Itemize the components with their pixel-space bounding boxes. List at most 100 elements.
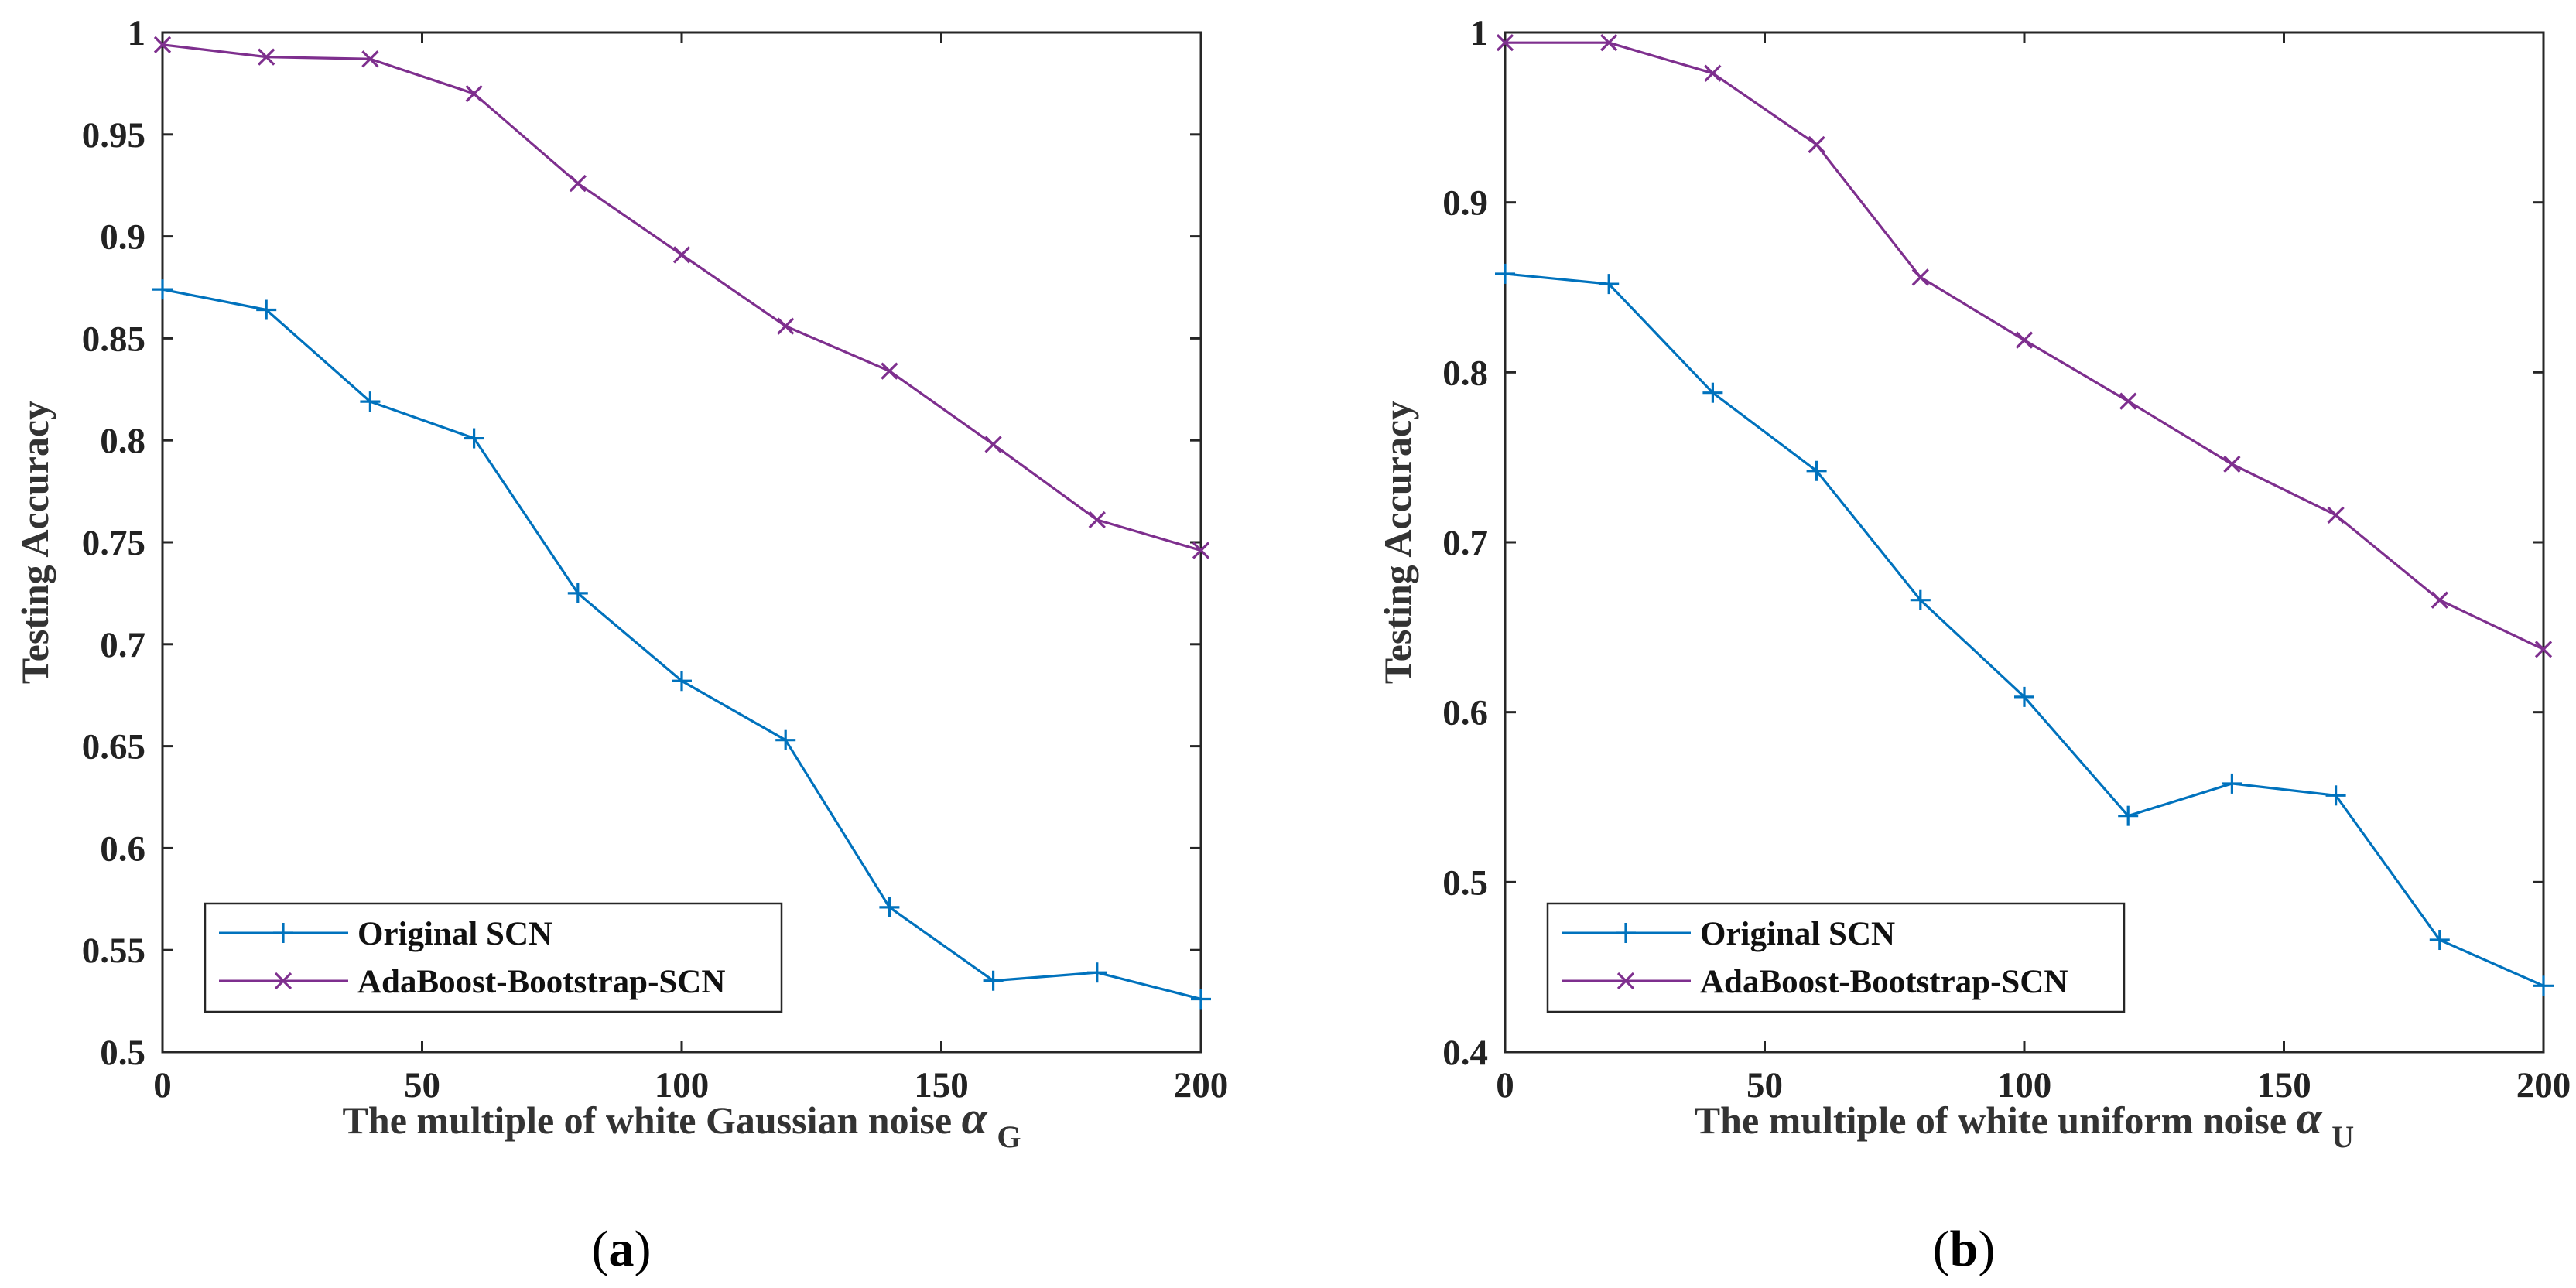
ytick-label-b: 1 [1470,13,1489,53]
xtick-label-a: 200 [1174,1065,1229,1105]
data-point-original-b [1702,382,1723,403]
legend-marker-adaboost-a-d2 [274,972,292,990]
data-point-original-a [1086,962,1107,983]
data-point-adaboost-b-d2 [2015,331,2034,349]
data-point-adaboost-b [1911,268,1929,286]
legend-marker-adaboost-b [1616,972,1635,990]
data-point-adaboost-a-d2 [777,317,795,335]
data-point-adaboost-b [2431,591,2448,609]
legend-label-adaboost-a: AdaBoost-Bootstrap-SCN [357,964,725,1000]
data-point-original-a [983,970,1004,991]
data-point-adaboost-b [2223,455,2241,473]
ytick-label-b: 0.4 [1442,1033,1488,1073]
data-point-original-b [1910,589,1931,610]
data-point-adaboost-b [2119,392,2137,410]
data-point-adaboost-a-d2 [361,50,379,68]
data-point-adaboost-b [1496,34,1514,52]
data-point-original-b [2325,785,2346,806]
xtick-label-b: 0 [1496,1065,1514,1105]
xtick-label-a: 150 [914,1065,969,1105]
ytick-label-a: 0.9 [100,217,145,258]
data-point-original-b [2533,975,2554,996]
data-point-original-b [2014,686,2034,707]
data-point-adaboost-a [258,48,275,66]
data-point-original-b [2429,930,2450,951]
data-point-original-a [879,897,900,917]
xlabel-subscript-b: U [2331,1119,2354,1154]
data-point-adaboost-a-d2 [984,436,1002,453]
data-point-adaboost-b-d2 [1808,135,1825,154]
ytick-label-b: 0.9 [1442,183,1488,224]
legend-label-adaboost-b: AdaBoost-Bootstrap-SCN [1700,964,2068,1000]
data-point-original-b [1599,274,1620,295]
legend-marker-adaboost-b-d2 [1616,972,1635,990]
data-point-original-b [1806,460,1827,481]
ytick-label-a: 0.85 [82,319,145,359]
data-point-original-a [360,391,381,412]
ytick-label-a: 0.5 [100,1033,145,1073]
data-point-adaboost-a [465,84,483,103]
legend-box-a [204,902,783,1013]
data-point-original-a [464,428,484,449]
data-point-original-a [672,671,692,692]
ytick-label-b: 0.8 [1442,353,1488,393]
data-point-adaboost-b-d2 [1911,268,1929,286]
xlabel-alpha-a: α [962,1092,988,1143]
ytick-label-b: 0.7 [1442,523,1488,563]
data-point-adaboost-a [361,50,379,68]
ytick-label-a: 0.75 [82,523,145,563]
ytick-label-b: 0.6 [1442,693,1488,733]
data-point-adaboost-a [881,362,898,380]
data-point-adaboost-b [2534,641,2553,658]
data-point-original-a [775,729,796,750]
data-point-adaboost-a [672,246,691,264]
data-point-adaboost-a [1088,511,1106,529]
data-point-adaboost-b-d2 [2431,591,2448,609]
data-point-adaboost-a [777,317,795,335]
xtick-label-a: 100 [655,1065,710,1105]
ytick-label-a: 0.6 [100,828,145,869]
ytick-label-a: 0.95 [82,115,145,155]
data-point-adaboost-b-d2 [1704,64,1722,82]
data-point-original-b [1495,263,1515,284]
data-point-adaboost-b-d2 [2223,455,2241,473]
xtick-label-b: 50 [1746,1065,1783,1105]
data-point-adaboost-a-d2 [672,246,691,264]
data-point-adaboost-b-d2 [2119,392,2137,410]
ytick-label-b: 0.5 [1442,863,1488,903]
data-point-adaboost-b-d2 [1600,34,1618,52]
legend-marker-original-a [273,923,293,943]
xlabel-b: The multiple of white uniform noise α U [1695,1092,2354,1154]
data-point-adaboost-a-d2 [1192,542,1210,559]
xlabel-subscript-a: G [997,1119,1021,1154]
data-point-adaboost-b-d2 [1496,34,1514,52]
xtick-label-a: 0 [153,1065,172,1105]
data-point-original-b [2222,773,2242,794]
data-point-adaboost-b [2015,331,2034,349]
data-point-adaboost-b-d2 [2534,641,2553,658]
data-point-original-a [256,299,277,320]
data-point-adaboost-a-d2 [465,84,483,103]
xlabel-text-a: The multiple of white Gaussian noise [343,1098,953,1142]
data-point-adaboost-b-d2 [2327,506,2345,524]
xtick-label-a: 50 [404,1065,440,1105]
ytick-label-a: 1 [128,13,146,53]
ytick-label-a: 0.8 [100,421,145,461]
panel-letter-b: b [1950,1221,1979,1277]
data-point-adaboost-a-d2 [258,48,275,66]
data-point-adaboost-b [1704,64,1722,82]
data-point-adaboost-a [153,36,172,53]
xlabel-text-b: The multiple of white uniform noise [1695,1098,2287,1142]
data-point-adaboost-b [1600,34,1618,52]
legend-label-original-a: Original SCN [357,916,552,952]
ytick-label-a: 0.7 [100,625,145,665]
data-point-adaboost-a [984,436,1002,453]
legend-a: Original SCN AdaBoost-Bootstrap-SCN [204,902,783,1013]
ytick-label-a: 0.65 [82,727,145,767]
data-point-adaboost-a [569,174,587,193]
xtick-label-b: 100 [1997,1065,2052,1105]
ylabel-b: Testing Accuracy [1376,401,1419,684]
data-point-adaboost-a-d2 [569,174,587,193]
xlabel-alpha-b: α [2297,1092,2323,1143]
legend-b: Original SCN AdaBoost-Bootstrap-SCN [1546,902,2126,1013]
